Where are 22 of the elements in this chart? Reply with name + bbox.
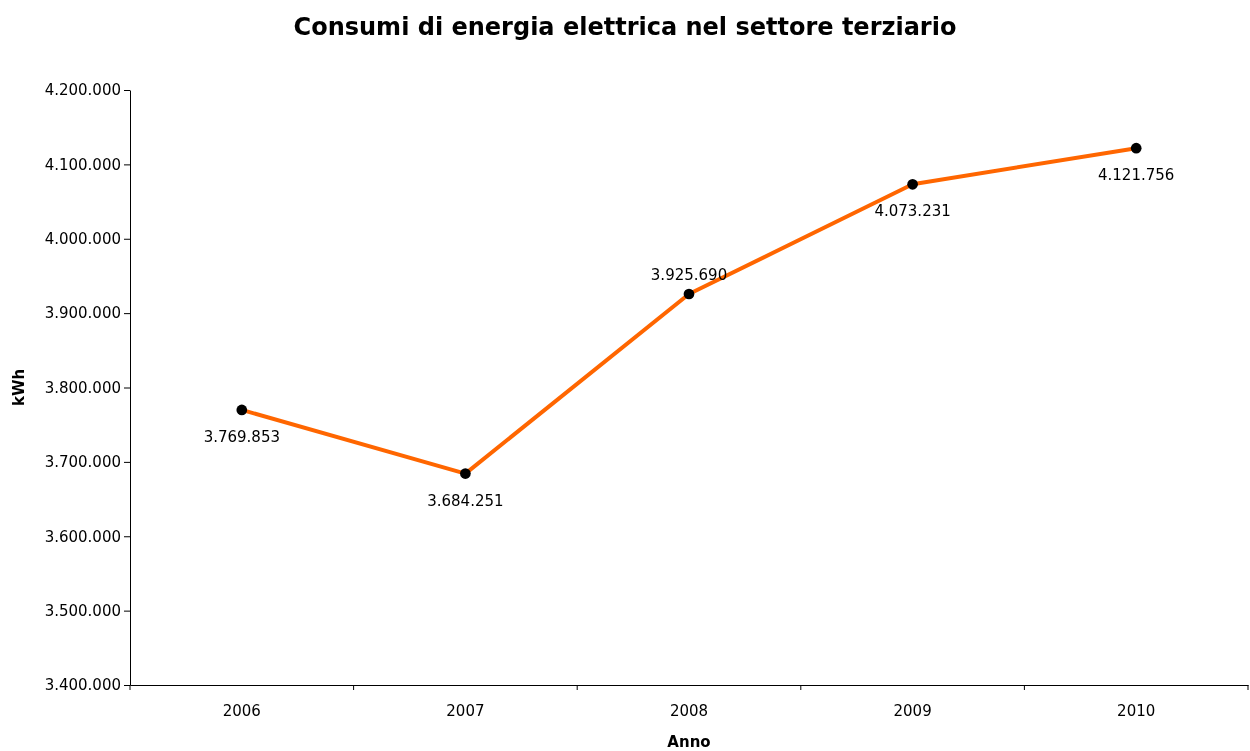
y-tick-label: 4.100.000 bbox=[44, 155, 121, 174]
y-tick-label: 3.700.000 bbox=[44, 453, 121, 472]
data-label: 3.684.251 bbox=[427, 491, 504, 510]
y-tick-label: 3.900.000 bbox=[44, 304, 121, 323]
y-tick-label: 3.600.000 bbox=[44, 527, 121, 546]
data-label: 3.925.690 bbox=[650, 266, 728, 285]
data-label: 4.121.756 bbox=[1098, 166, 1175, 185]
x-tick-label: 2009 bbox=[893, 701, 932, 720]
y-tick-label: 3.500.000 bbox=[44, 601, 121, 620]
x-tick-label: 2007 bbox=[446, 701, 485, 720]
x-tick-label: 2008 bbox=[669, 701, 709, 720]
data-label: 3.769.853 bbox=[203, 427, 280, 446]
x-tick-label: 2006 bbox=[222, 701, 261, 720]
data-label: 4.073.231 bbox=[874, 202, 951, 221]
y-tick-label: 4.000.000 bbox=[44, 230, 121, 249]
chart-title: Consumi di energia elettrica nel settore terziario bbox=[293, 13, 957, 41]
y-axis-title: kWh bbox=[10, 368, 28, 407]
y-tick-label: 4.200.000 bbox=[44, 81, 121, 100]
x-axis-title: Anno bbox=[667, 733, 711, 751]
y-tick-label: 3.400.000 bbox=[44, 676, 121, 695]
y-tick-label: 3.800.000 bbox=[44, 378, 121, 397]
x-tick-label: 2010 bbox=[1117, 701, 1156, 720]
